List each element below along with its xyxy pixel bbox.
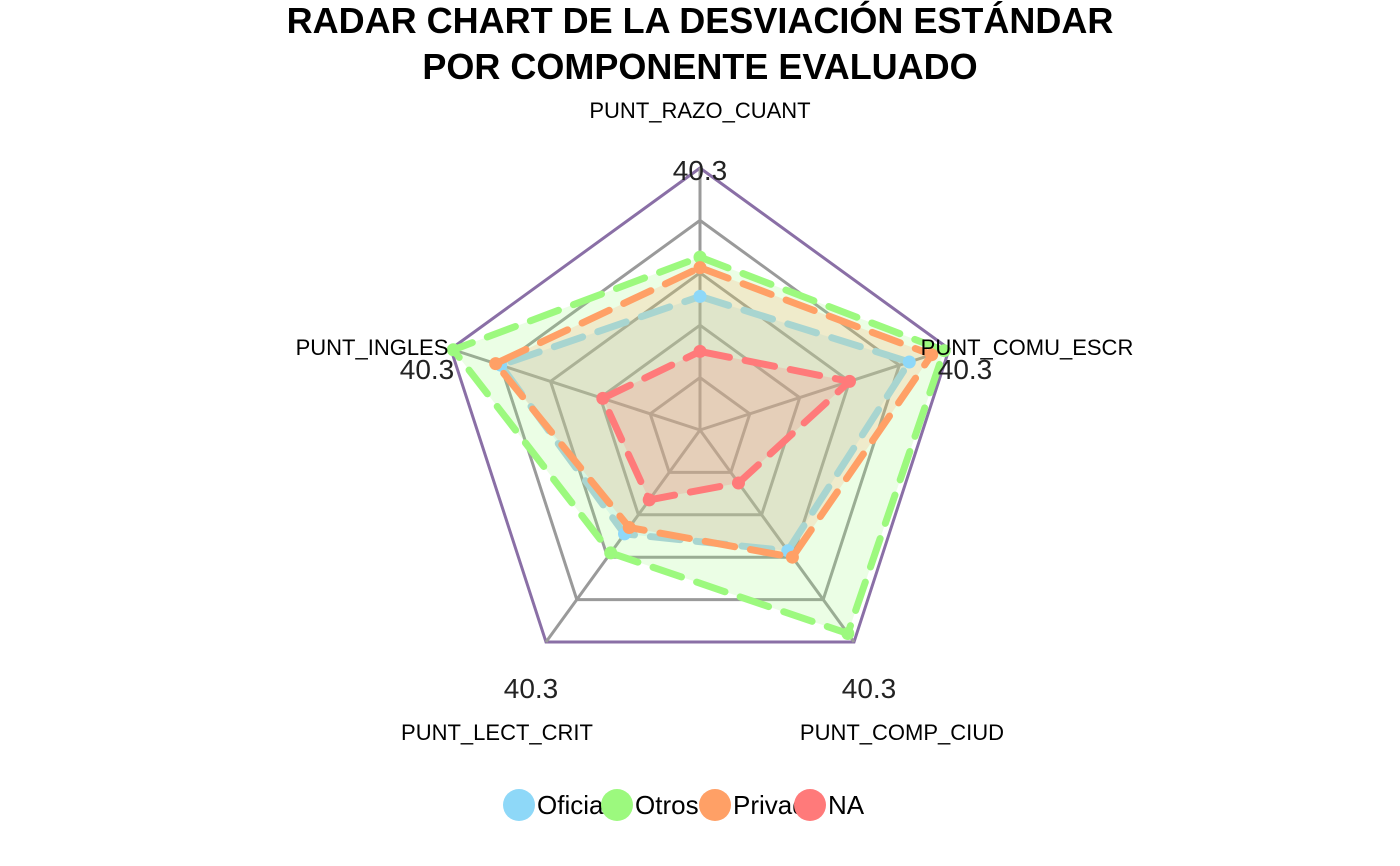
- radar-series: [446, 250, 951, 640]
- series-area-otros: [453, 257, 945, 634]
- legend-marker-privado: [699, 789, 731, 821]
- data-point-otros-punt-razo-cuant: [693, 250, 707, 264]
- data-point-privado-punt-ingles: [489, 357, 503, 371]
- chart-title-line-1: RADAR CHART DE LA DESVIACIÓN ESTÁNDAR: [287, 0, 1114, 41]
- scale-max-label-punt-ingles: 40.3: [400, 354, 455, 385]
- axis-label-punt-lect-crit: PUNT_LECT_CRIT: [401, 720, 593, 745]
- grid-ring-2: [598, 323, 802, 517]
- data-point-oficial-punt-comu-escr: [902, 355, 916, 369]
- legend-label-na: NA: [828, 790, 865, 820]
- data-point-otros-punt-ingles: [446, 343, 460, 357]
- data-point-otros-punt-comp-ciud: [841, 627, 855, 640]
- grid-ring-1: [648, 375, 752, 474]
- series-line-privado: [492, 264, 936, 561]
- series-area-na: [602, 351, 850, 500]
- data-point-otros-punt-lect-crit: [604, 546, 618, 560]
- data-point-privado-punt-comp-ciud: [785, 550, 799, 564]
- data-point-otros-punt-comu-escr: [937, 344, 951, 358]
- data-point-privado-punt-razo-cuant: [693, 261, 707, 275]
- data-point-na-punt-razo-cuant: [693, 344, 707, 358]
- radar-labels: PUNT_RAZO_CUANT PUNT_COMU_ESCR PUNT_COMP_C…: [296, 98, 1134, 745]
- data-point-privado-punt-comu-escr: [925, 348, 939, 362]
- legend-label-otros: Otros: [635, 790, 699, 820]
- scale-max-label-punt-razo-cuant: 40.3: [673, 155, 728, 186]
- scale-max-label-punt-comu-escr: 40.3: [938, 354, 993, 385]
- grid-ring-3: [548, 270, 852, 559]
- data-point-na-punt-lect-crit: [642, 493, 656, 507]
- series-area-oficial: [500, 296, 910, 551]
- legend-marker-oficial: [503, 789, 535, 821]
- axis-spoke-punt-comp-ciud: [698, 429, 856, 643]
- scale-max-label-punt-lect-crit: 40.3: [504, 673, 559, 704]
- grid-ring-4: [498, 218, 902, 602]
- data-point-oficial-punt-razo-cuant: [693, 289, 707, 303]
- chart-legend: Oficial Otros Privado NA: [503, 789, 865, 821]
- axis-label-punt-razo-cuant: PUNT_RAZO_CUANT: [589, 98, 810, 123]
- axis-label-punt-comp-ciud: PUNT_COMP_CIUD: [800, 720, 1004, 745]
- data-point-na-punt-comu-escr: [843, 374, 856, 388]
- series-line-otros: [449, 253, 948, 637]
- scale-max-label-punt-comp-ciud: 40.3: [842, 673, 897, 704]
- data-point-na-punt-comp-ciud: [732, 476, 745, 490]
- chart-title-line-2: POR COMPONENTE EVALUADO: [422, 46, 977, 87]
- axis-label-punt-comu-escr: PUNT_COMU_ESCR: [921, 335, 1134, 360]
- grid-ring-5: [449, 166, 951, 644]
- data-point-na-punt-ingles: [596, 391, 610, 405]
- data-point-privado-punt-lect-crit: [622, 521, 636, 534]
- series-area-privado: [495, 267, 932, 558]
- legend-label-oficial: Oficial: [537, 790, 609, 820]
- legend-marker-otros: [601, 789, 633, 821]
- legend-marker-na: [794, 789, 826, 821]
- series-line-na: [599, 347, 853, 504]
- axis-label-punt-ingles: PUNT_INGLES: [296, 335, 449, 360]
